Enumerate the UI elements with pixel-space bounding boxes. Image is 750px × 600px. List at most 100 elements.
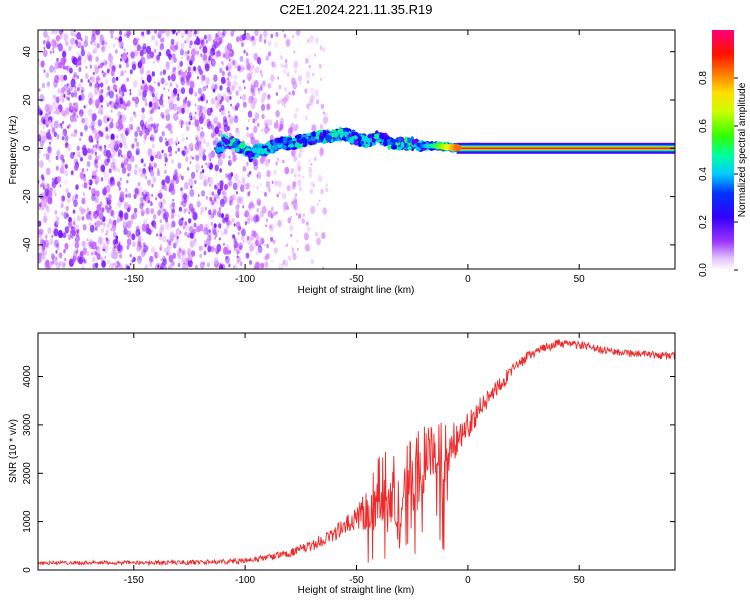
heatmap-cell (125, 78, 128, 82)
heatmap-cell (284, 260, 289, 267)
heatmap-cell (200, 53, 203, 58)
heatmap-cell (228, 58, 231, 62)
y-tick-label: -20 (22, 189, 33, 204)
heatmap-cell (307, 39, 310, 43)
heatmap-cell (254, 112, 260, 120)
heatmap-cell (121, 154, 123, 158)
heatmap-cell (151, 183, 154, 188)
heatmap-cell (142, 194, 146, 201)
heatmap-cell (59, 74, 65, 82)
heatmap-cell (229, 51, 232, 54)
heatmap-cell (43, 199, 46, 204)
heatmap-cell (251, 35, 255, 41)
heatmap-cell (64, 168, 68, 174)
heatmap-cell (76, 74, 79, 80)
heatmap-cell (286, 185, 291, 192)
heatmap-cell (297, 213, 302, 219)
heatmap-cell (44, 188, 50, 197)
heatmap-cell (183, 208, 187, 214)
heatmap-cell (51, 177, 55, 182)
heatmap-cell (141, 223, 147, 232)
heatmap-cell (297, 164, 302, 172)
heatmap-cell (139, 92, 142, 96)
heatmap-cell (261, 205, 267, 214)
heatmap-cell (325, 134, 332, 142)
heatmap-cell (61, 180, 64, 184)
heatmap-cell (270, 33, 274, 39)
heatmap-cell (235, 115, 238, 119)
heatmap-cell (305, 221, 309, 226)
heatmap-cell (79, 154, 81, 158)
heatmap-cell (291, 183, 296, 190)
heatmap-cell (232, 193, 237, 201)
heatmap-cell (174, 168, 178, 175)
heatmap-cell (78, 256, 83, 265)
heatmap-cell (52, 94, 57, 100)
heatmap-cell (255, 250, 259, 256)
heatmap-cell (238, 196, 244, 204)
heatmap-cell (270, 148, 274, 154)
heatmap-cell (234, 74, 238, 80)
heatmap-cell (73, 163, 79, 171)
heatmap-cell (43, 215, 48, 223)
heatmap-cell (76, 228, 80, 234)
heatmap-cell (141, 79, 145, 84)
heatmap-cell (232, 151, 236, 157)
heatmap-cell (70, 92, 75, 98)
heatmap-cell (286, 71, 290, 78)
heatmap-cell (454, 144, 462, 152)
heatmap-cell (172, 103, 178, 112)
heatmap-cell (383, 140, 388, 147)
heatmap-cell (205, 84, 209, 89)
heatmap-cell (248, 202, 253, 209)
heatmap-cell (95, 246, 98, 251)
heatmap-cell (165, 49, 171, 57)
heatmap-cell (89, 216, 93, 221)
heatmap-cell (211, 107, 214, 111)
heatmap-cell (81, 183, 85, 188)
heatmap-cell (207, 121, 212, 130)
heatmap-cell (139, 50, 144, 57)
heatmap-cell (84, 124, 88, 131)
heatmap-cell (261, 128, 263, 132)
heatmap-cell (208, 229, 211, 233)
heatmap-cell (119, 142, 123, 148)
heatmap-cell (140, 209, 145, 216)
heatmap-cell (71, 46, 73, 49)
heatmap-cell (175, 239, 179, 245)
heatmap-cell (102, 222, 106, 228)
heatmap-cell (40, 228, 44, 236)
heatmap-cell (322, 266, 325, 269)
heatmap-cell (58, 252, 63, 259)
heatmap-cell (158, 106, 161, 110)
heatmap-cell (185, 208, 188, 212)
heatmap-cell (143, 134, 147, 140)
heatmap-cell (205, 195, 209, 200)
heatmap-cell (136, 246, 140, 253)
heatmap-cell (203, 180, 207, 187)
heatmap-cell (45, 242, 50, 249)
heatmap-cell (185, 121, 189, 127)
heatmap-cell (179, 69, 183, 76)
heatmap-cell (51, 39, 57, 47)
heatmap-cell (93, 211, 97, 216)
heatmap-cell (209, 196, 213, 202)
heatmap-cell (62, 130, 65, 135)
heatmap-cell (279, 123, 284, 131)
heatmap-cell (123, 106, 127, 111)
heatmap-cell (219, 67, 223, 73)
heatmap-cell (217, 188, 222, 196)
heatmap-cell (265, 180, 270, 188)
heatmap-cell (99, 34, 104, 42)
heatmap-cell (184, 40, 187, 44)
heatmap-cell (177, 147, 180, 152)
heatmap-cell (192, 156, 194, 160)
heatmap-cell (156, 251, 161, 258)
heatmap-cell (117, 218, 120, 223)
heatmap-cell (245, 71, 249, 78)
heatmap-cell (101, 88, 104, 93)
heatmap-cell (57, 44, 59, 47)
heatmap-cell (243, 49, 246, 54)
heatmap-cell (71, 235, 74, 240)
heatmap-cell (107, 85, 111, 91)
